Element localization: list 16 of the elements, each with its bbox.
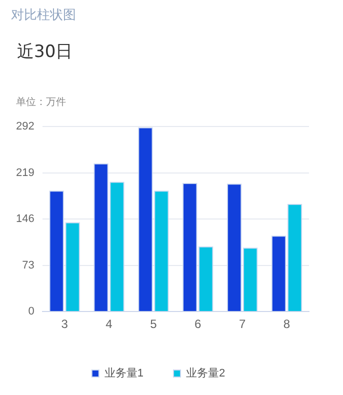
chart-title: 近30日 xyxy=(17,41,73,63)
x-tick-label: 4 xyxy=(106,317,113,332)
x-tick-label: 8 xyxy=(283,317,290,332)
x-tick-label: 3 xyxy=(61,317,68,332)
x-tick-label: 5 xyxy=(150,317,158,332)
y-tick-label: 0 xyxy=(28,306,34,318)
x-tick-label: 6 xyxy=(194,317,202,332)
text: 对比柱状图 xyxy=(11,7,76,24)
y-tick-label: 219 xyxy=(16,166,34,179)
y-tick-label: 292 xyxy=(16,120,34,133)
legend-label: 业务量1 xyxy=(104,366,144,380)
y-tick-label: 73 xyxy=(22,259,34,272)
y-tick-label: 146 xyxy=(16,213,34,226)
y-axis-title: 单位：万件 xyxy=(16,96,66,109)
legend-label: 业务量2 xyxy=(186,366,226,380)
x-tick-label: 7 xyxy=(238,317,246,332)
